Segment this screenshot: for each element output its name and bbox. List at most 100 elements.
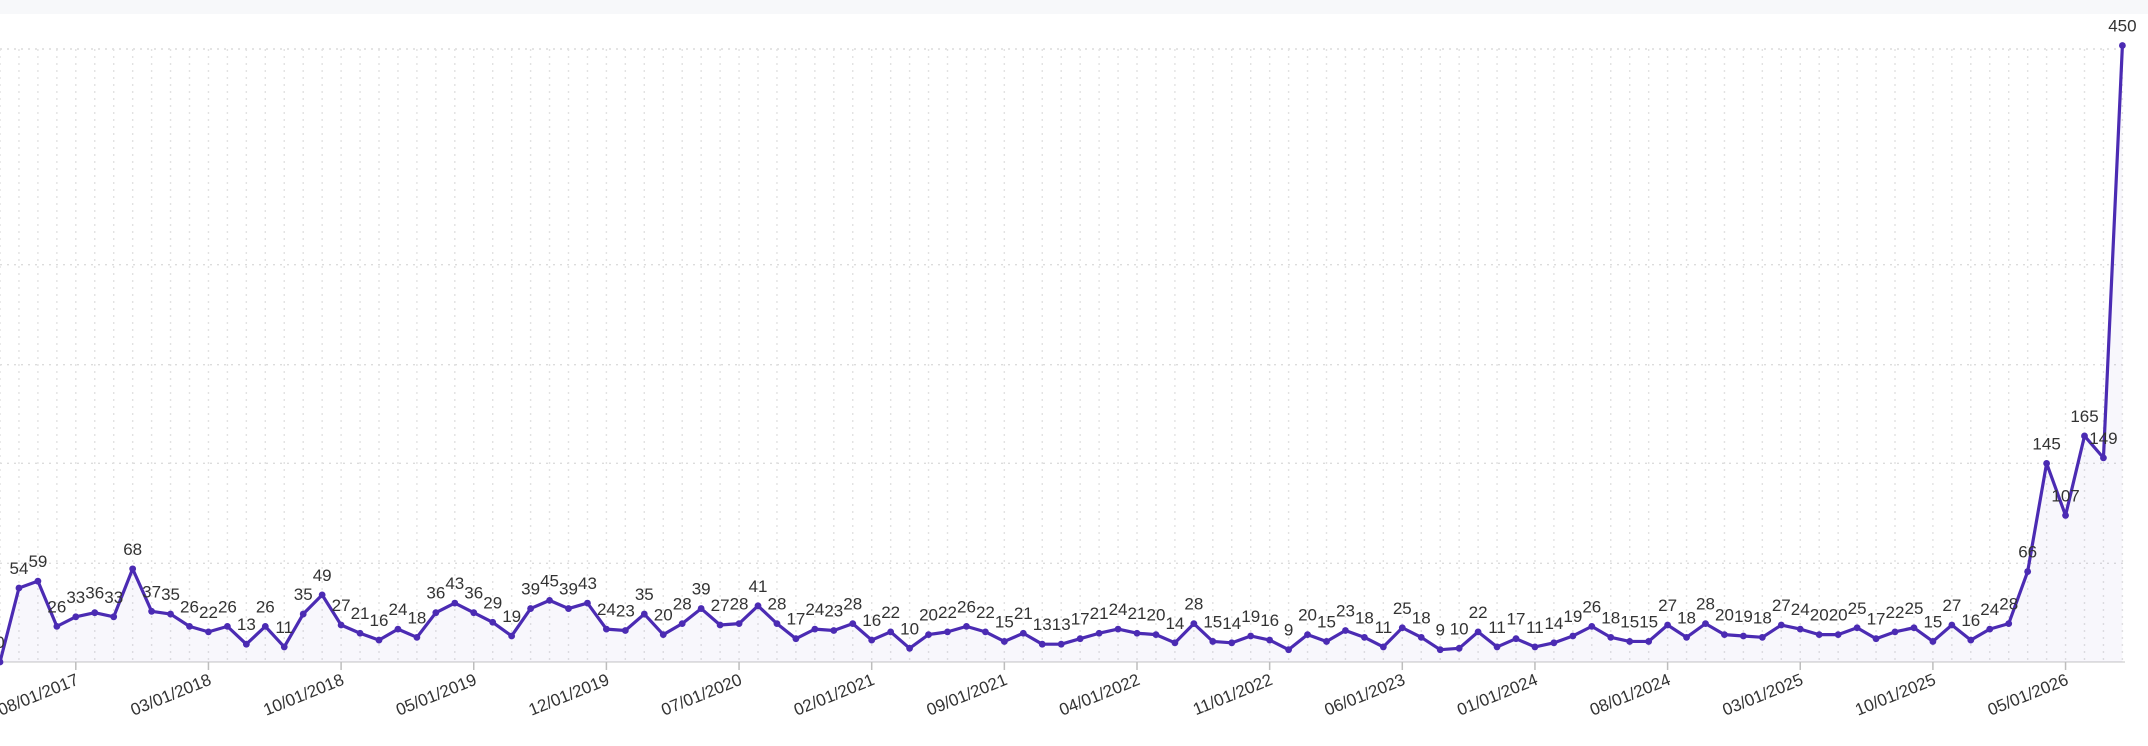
data-label: 54 — [9, 559, 28, 578]
data-point — [773, 620, 781, 628]
data-point — [91, 609, 99, 617]
data-point — [849, 620, 857, 628]
data-point — [1645, 638, 1653, 645]
data-point — [603, 625, 610, 633]
data-point — [167, 610, 174, 618]
x-tick-label: 03/01/2025 — [1720, 670, 1806, 719]
data-label: 15 — [1923, 612, 1942, 631]
data-point — [1076, 635, 1084, 643]
data-label: 16 — [370, 611, 389, 630]
x-tick-label: 10/01/2025 — [1852, 670, 1938, 719]
data-point — [963, 622, 970, 630]
data-point — [868, 636, 876, 644]
data-point — [2062, 512, 2069, 519]
data-label: 17 — [1507, 610, 1526, 629]
data-label: 28 — [843, 595, 862, 614]
data-label: 24 — [597, 600, 616, 619]
data-point — [413, 633, 421, 641]
data-point — [110, 613, 118, 621]
data-label: 28 — [673, 595, 692, 614]
data-label: 25 — [1904, 599, 1923, 618]
data-point — [1285, 646, 1292, 654]
x-tick-label: 10/01/2018 — [261, 670, 347, 719]
data-point — [1342, 627, 1349, 634]
data-label: 19 — [502, 607, 521, 626]
data-point — [1588, 622, 1596, 630]
data-label: 41 — [749, 577, 768, 596]
data-label: 33 — [66, 588, 85, 607]
data-point — [1171, 639, 1179, 647]
data-point — [982, 628, 989, 636]
data-label: 27 — [1772, 596, 1791, 615]
data-label: 19 — [1563, 607, 1582, 626]
data-label: 28 — [1696, 595, 1715, 614]
data-labels: 0545926333633683735262226132611354927211… — [0, 17, 2137, 653]
data-label: 27 — [711, 596, 730, 615]
data-point — [1834, 631, 1842, 638]
data-label: 9 — [1284, 621, 1293, 640]
data-point — [2005, 620, 2013, 628]
data-point — [1683, 633, 1690, 641]
data-point — [1038, 640, 1046, 648]
data-label: 20 — [1810, 606, 1829, 625]
data-label: 43 — [445, 574, 464, 593]
data-point — [1323, 638, 1330, 645]
data-label: 36 — [464, 584, 483, 603]
data-label: 13 — [1033, 615, 1052, 634]
data-point — [1948, 621, 1956, 629]
data-label: 14 — [1544, 614, 1563, 633]
data-label: 59 — [28, 552, 47, 571]
data-point — [1493, 643, 1501, 651]
data-point — [205, 628, 212, 636]
x-tick-label: 05/01/2026 — [1985, 670, 2071, 719]
data-label: 18 — [1601, 608, 1620, 627]
data-label: 20 — [1146, 606, 1165, 625]
data-label: 26 — [256, 597, 275, 616]
data-point — [1910, 624, 1918, 632]
data-point — [1569, 632, 1577, 640]
data-point — [1721, 631, 1728, 638]
data-point — [944, 628, 951, 636]
data-label: 27 — [1658, 596, 1677, 615]
data-label: 43 — [578, 574, 597, 593]
data-point — [1190, 620, 1198, 628]
x-axis — [0, 661, 2125, 670]
data-point — [1152, 631, 1160, 638]
data-label: 15 — [995, 612, 1014, 631]
data-point — [1019, 629, 1027, 637]
data-point — [716, 621, 724, 629]
data-label: 29 — [483, 593, 502, 612]
data-label: 26 — [180, 597, 199, 616]
data-point — [1000, 638, 1008, 645]
data-point — [1550, 639, 1558, 647]
data-point — [527, 605, 534, 612]
data-point — [678, 620, 686, 628]
data-point — [1891, 628, 1899, 636]
data-point — [1967, 636, 1975, 644]
data-label: 149 — [2089, 429, 2117, 448]
data-label: 20 — [1298, 606, 1317, 625]
data-label: 45 — [540, 571, 559, 590]
data-label: 36 — [426, 584, 445, 603]
data-label: 13 — [237, 615, 256, 634]
data-label: 15 — [1639, 612, 1658, 631]
data-point — [432, 609, 440, 617]
data-label: 26 — [957, 597, 976, 616]
data-point — [224, 622, 231, 630]
data-label: 24 — [388, 600, 407, 619]
data-point — [754, 602, 762, 610]
data-point — [906, 644, 913, 652]
data-label: 35 — [635, 585, 654, 604]
data-point — [261, 622, 269, 630]
data-label: 39 — [559, 580, 578, 599]
data-label: 19 — [1734, 607, 1753, 626]
data-point — [1455, 644, 1463, 652]
data-label: 15 — [1317, 612, 1336, 631]
data-point — [508, 632, 516, 640]
data-point — [621, 627, 629, 634]
x-tick-label: 01/01/2024 — [1454, 670, 1540, 719]
data-point — [129, 565, 137, 573]
data-label: 21 — [351, 604, 370, 623]
data-label: 23 — [616, 601, 635, 620]
data-point — [584, 599, 591, 607]
